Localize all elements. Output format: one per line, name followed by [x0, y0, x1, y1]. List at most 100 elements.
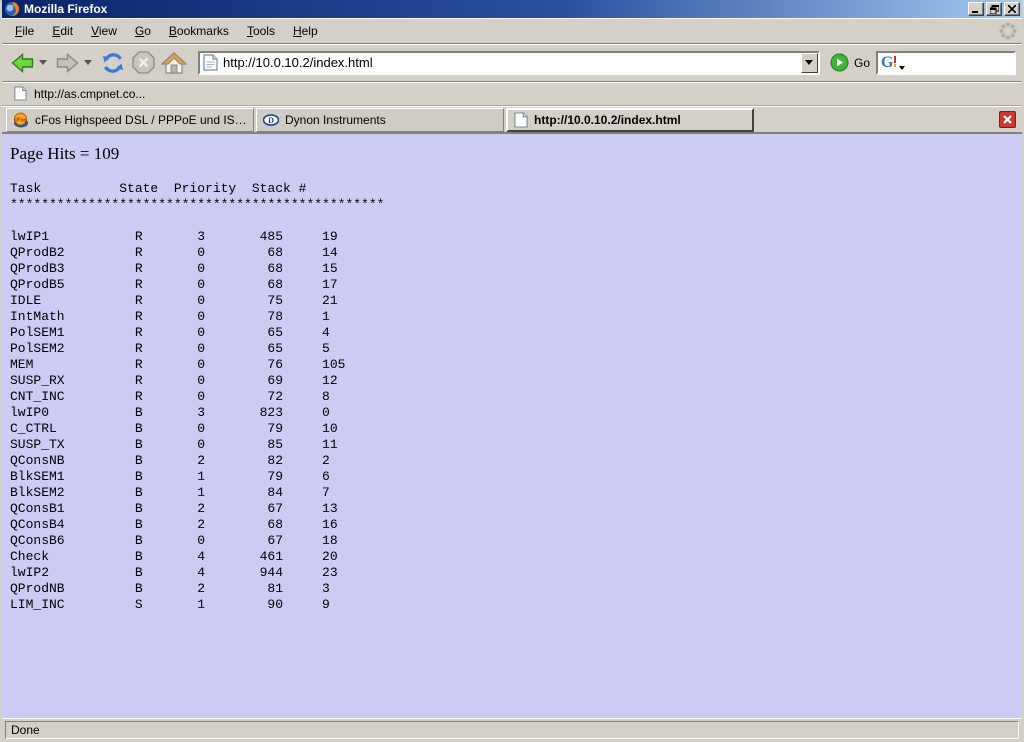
- svg-text:cFos: cFos: [14, 118, 27, 124]
- cell-stack: 75: [267, 293, 284, 308]
- url-dropdown-button[interactable]: [800, 52, 818, 73]
- menu-item[interactable]: Help: [292, 24, 318, 38]
- stop-button[interactable]: [129, 48, 158, 77]
- tab-label: Dynon Instruments: [285, 113, 386, 127]
- cell-priority: 1: [197, 597, 206, 612]
- minimize-button[interactable]: [968, 2, 984, 16]
- table-row: QProdNB B 2 81 3: [10, 581, 1022, 597]
- table-row: QConsNB B 2 82 2: [10, 453, 1022, 469]
- search-box[interactable]: G: [876, 50, 1016, 75]
- back-dropdown-icon[interactable]: [39, 60, 47, 65]
- forward-dropdown-icon[interactable]: [84, 60, 92, 65]
- cell-stack-number: 12: [322, 373, 338, 388]
- menu-item[interactable]: File: [15, 24, 35, 38]
- cell-task: BlkSEM1: [10, 469, 65, 484]
- forward-button[interactable]: [53, 49, 82, 77]
- cell-task: PolSEM2: [10, 341, 65, 356]
- menu-item[interactable]: Tools: [246, 24, 275, 38]
- cell-task: lwIP1: [10, 229, 50, 244]
- cell-priority: 3: [197, 229, 206, 244]
- cell-stack: 67: [267, 533, 284, 548]
- cell-stack: 72: [267, 389, 284, 404]
- page-hits-text: Page Hits = 109: [10, 144, 120, 163]
- table-row: LIM_INC S 1 90 9: [10, 597, 1022, 613]
- cell-state: B: [134, 421, 143, 436]
- cell-stack-number: 2: [322, 453, 330, 468]
- window-title: Mozilla Firefox: [24, 2, 108, 16]
- cell-task: LIM_INC: [10, 597, 65, 612]
- cell-stack-number: 7: [322, 485, 330, 500]
- cell-stack: 90: [267, 597, 284, 612]
- table-row: IntMath R 0 78 1: [10, 309, 1022, 325]
- cell-priority: 4: [197, 549, 206, 564]
- go-label[interactable]: Go: [853, 55, 870, 70]
- cell-stack-number: 10: [322, 421, 338, 436]
- cell-stack-number: 19: [322, 229, 338, 244]
- cell-stack-number: 23: [322, 565, 338, 580]
- cell-state: R: [134, 277, 143, 292]
- cell-stack-number: 20: [322, 549, 338, 564]
- cell-state: B: [134, 469, 143, 484]
- cell-stack-number: 14: [322, 245, 338, 260]
- cell-stack: 65: [267, 325, 284, 340]
- close-window-button[interactable]: [1004, 2, 1020, 16]
- cell-task: BlkSEM2: [10, 485, 65, 500]
- table-row: QProdB3 R 0 68 15: [10, 261, 1022, 277]
- cell-stack-number: 0: [322, 405, 330, 420]
- bookmark-label: http://as.cmpnet.co...: [34, 86, 146, 101]
- page-content: Page Hits = 109 Task State Priority Stac…: [2, 134, 1022, 718]
- cell-task: IDLE: [10, 293, 42, 308]
- cell-task: QConsB1: [10, 501, 65, 516]
- close-tab-button[interactable]: [999, 111, 1016, 128]
- home-button[interactable]: [159, 49, 189, 77]
- tab-cfos[interactable]: cFos cFos Highspeed DSL / PPPoE und ISDN…: [6, 108, 254, 132]
- reload-button[interactable]: [98, 48, 128, 78]
- search-engine-dropdown-icon[interactable]: [899, 65, 905, 70]
- tab-dynon[interactable]: D Dynon Instruments: [256, 108, 504, 132]
- cell-state: R: [134, 309, 143, 324]
- bookmark-item[interactable]: http://as.cmpnet.co...: [10, 84, 149, 103]
- tab-index-html[interactable]: http://10.0.10.2/index.html: [506, 108, 754, 132]
- table-row: MEM R 0 76 105: [10, 357, 1022, 373]
- table-row: C_CTRL B 0 79 10: [10, 421, 1022, 437]
- cell-priority: 0: [197, 437, 206, 452]
- table-row: lwIP2 B 4 944 23: [10, 565, 1022, 581]
- tab-bar: cFos cFos Highspeed DSL / PPPoE und ISDN…: [2, 106, 1022, 134]
- menu-item[interactable]: Go: [134, 24, 151, 38]
- cell-task: MEM: [10, 357, 34, 372]
- restore-button[interactable]: [986, 2, 1002, 16]
- table-row: BlkSEM1 B 1 79 6: [10, 469, 1022, 485]
- table-row: QProdB2 R 0 68 14: [10, 245, 1022, 261]
- cell-stack: 79: [267, 469, 284, 484]
- cell-priority: 0: [197, 357, 206, 372]
- menu-item[interactable]: Edit: [52, 24, 74, 38]
- cell-state: S: [134, 597, 143, 612]
- cfos-icon: cFos: [13, 112, 29, 128]
- menu-item[interactable]: View: [91, 24, 117, 38]
- cell-stack: 76: [267, 357, 284, 372]
- cell-task: C_CTRL: [10, 421, 57, 436]
- bookmarks-toolbar: http://as.cmpnet.co...: [2, 82, 1022, 106]
- cell-stack: 68: [267, 517, 284, 532]
- cell-stack-number: 6: [322, 469, 330, 484]
- cell-stack-number: 3: [322, 581, 330, 596]
- cell-task: IntMath: [10, 309, 65, 324]
- cell-state: R: [134, 293, 143, 308]
- cell-priority: 0: [197, 245, 206, 260]
- cell-stack-number: 8: [322, 389, 330, 404]
- menu-item[interactable]: Bookmarks: [168, 24, 229, 38]
- url-input[interactable]: [223, 53, 801, 72]
- search-input[interactable]: [905, 55, 1014, 70]
- cell-task: QConsB6: [10, 533, 65, 548]
- url-bar[interactable]: [198, 50, 820, 75]
- navigation-toolbar: Go G: [2, 44, 1022, 82]
- cell-stack: 68: [267, 245, 284, 260]
- cell-state: B: [134, 517, 143, 532]
- back-button[interactable]: [8, 49, 37, 77]
- cell-stack: 67: [267, 501, 284, 516]
- cell-stack-number: 15: [322, 261, 338, 276]
- go-button[interactable]: [830, 53, 849, 72]
- cell-task: QProdB3: [10, 261, 65, 276]
- cell-stack-number: 18: [322, 533, 338, 548]
- cell-task: QProdNB: [10, 581, 65, 596]
